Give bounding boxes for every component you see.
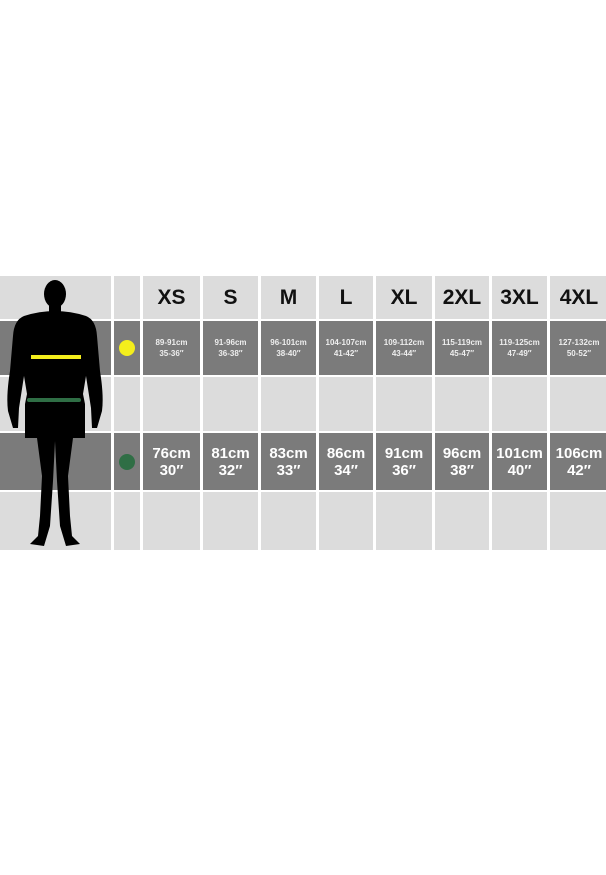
chest-inches: 50-52″: [566, 349, 592, 358]
empty-cell: [319, 492, 373, 550]
chest-cell: 127-132cm 50-52″: [550, 321, 606, 375]
chest-inches: 47-49″: [507, 349, 532, 358]
waist-line: [27, 398, 81, 402]
waist-cell: 96cm 38″: [435, 433, 489, 490]
chest-cell: 91-96cm 36-38″: [203, 321, 258, 375]
chest-line: [31, 355, 81, 359]
chest-inches: 43-44″: [391, 349, 417, 358]
chest-cm: 127-132cm: [558, 338, 600, 347]
empty-cell: [550, 377, 606, 431]
waist-cm: 91cm: [384, 444, 424, 462]
waist-cm: 81cm: [211, 444, 250, 462]
male-silhouette-icon: [7, 280, 103, 546]
waist-inches: 32″: [218, 461, 243, 479]
chest-cm: 91-96cm: [214, 338, 247, 347]
size-label: 2XL: [442, 285, 482, 309]
empty-cell: [203, 377, 258, 431]
empty-cell: [435, 492, 489, 550]
chest-cell: 104-107cm 41-42″: [319, 321, 373, 375]
waist-inches: 38″: [450, 461, 474, 479]
size-header-cell: 4XL: [550, 276, 606, 319]
empty-cell: [203, 492, 258, 550]
waist-cm: 76cm: [152, 444, 191, 462]
chest-inches: 36-38″: [218, 349, 243, 358]
waist-cell: 81cm 32″: [203, 433, 258, 490]
size-label: L: [339, 285, 353, 309]
waist-dot-icon: [119, 453, 135, 470]
waist-cell: 86cm 34″: [319, 433, 373, 490]
size-label: 3XL: [500, 285, 539, 309]
empty-cell: [492, 492, 547, 550]
waist-inches: 34″: [334, 461, 358, 479]
empty-cell: [550, 492, 606, 550]
size-header-cell: 2XL: [435, 276, 489, 319]
chest-cm: 115-119cm: [441, 338, 483, 347]
size-header-cell: XL: [376, 276, 432, 319]
empty-cell: [261, 377, 316, 431]
empty-cell: [376, 377, 432, 431]
chest-cm: 109-112cm: [383, 338, 425, 347]
chest-cm: 89-91cm: [155, 338, 188, 347]
body-figure: [0, 276, 111, 550]
waist-cm: 96cm: [442, 444, 482, 462]
waist-cell: 106cm 42″: [550, 433, 606, 490]
chest-inches: 45-47″: [449, 349, 475, 358]
empty-cell: [114, 492, 140, 550]
size-header-cell: XS: [143, 276, 200, 319]
chest-icon-cell: [114, 321, 140, 375]
size-label: S: [223, 285, 238, 309]
chest-cm: 96-101cm: [270, 338, 307, 347]
waist-cm: 106cm: [555, 444, 603, 462]
empty-cell: [319, 377, 373, 431]
size-label: 4XL: [559, 285, 599, 309]
waist-cm: 101cm: [496, 444, 543, 462]
empty-cell: [261, 492, 316, 550]
chest-dot-icon: [119, 340, 135, 356]
size-header-cell: 3XL: [492, 276, 547, 319]
chest-cm: 119-125cm: [499, 338, 540, 347]
size-chart: XS 89-91cm 35-36″ 76cm 30″ S 91-96cm 36-38″ 81cm…: [0, 276, 606, 550]
empty-cell: [492, 377, 547, 431]
chest-cell: 89-91cm 35-36″: [143, 321, 200, 375]
waist-cm: 83cm: [269, 444, 308, 462]
waist-cell: 76cm 30″: [143, 433, 200, 490]
waist-inches: 36″: [392, 461, 416, 479]
size-label: XS: [157, 285, 186, 309]
chest-cm: 104-107cm: [325, 338, 367, 347]
waist-cm: 86cm: [326, 444, 366, 462]
empty-cell: [143, 492, 200, 550]
waist-inches: 33″: [276, 461, 301, 479]
waist-inches: 30″: [159, 461, 184, 479]
chest-cell: 96-101cm 38-40″: [261, 321, 316, 375]
waist-inches: 42″: [567, 461, 591, 479]
chest-cell: 109-112cm 43-44″: [376, 321, 432, 375]
waist-icon-cell: [114, 433, 140, 490]
waist-inches: 40″: [507, 461, 532, 479]
waist-cell: 101cm 40″: [492, 433, 547, 490]
empty-cell: [376, 492, 432, 550]
chest-cell: 115-119cm 45-47″: [435, 321, 489, 375]
waist-cell: 83cm 33″: [261, 433, 316, 490]
size-header-cell: S: [203, 276, 258, 319]
empty-cell: [435, 377, 489, 431]
icon-header-cell: [114, 276, 140, 319]
size-header-cell: L: [319, 276, 373, 319]
chest-inches: 35-36″: [159, 349, 184, 358]
chest-inches: 41-42″: [333, 349, 359, 358]
empty-cell: [114, 377, 140, 431]
size-label: M: [279, 285, 298, 309]
chest-cell: 119-125cm 47-49″: [492, 321, 547, 375]
size-label: XL: [390, 285, 418, 309]
waist-cell: 91cm 36″: [376, 433, 432, 490]
size-header-cell: M: [261, 276, 316, 319]
chest-inches: 38-40″: [276, 349, 301, 358]
empty-cell: [143, 377, 200, 431]
